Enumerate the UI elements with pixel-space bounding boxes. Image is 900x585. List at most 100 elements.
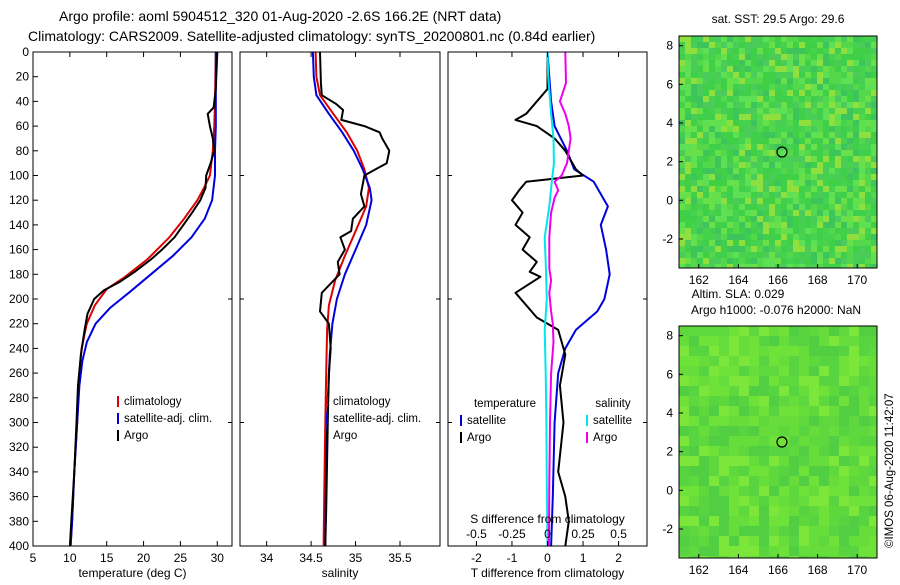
map-cell xyxy=(749,536,759,546)
map-cell xyxy=(775,54,781,60)
map-cell xyxy=(865,162,871,168)
map-cell xyxy=(799,60,805,66)
map-cell xyxy=(703,228,709,234)
map-cell xyxy=(769,396,779,406)
map-cell xyxy=(817,216,823,222)
map-cell xyxy=(709,356,719,366)
map-cell xyxy=(769,234,775,240)
map-cell xyxy=(793,234,799,240)
map-cell xyxy=(799,426,809,436)
map-cell xyxy=(809,476,819,486)
map-cell xyxy=(689,536,699,546)
map-cell xyxy=(809,526,819,536)
map-cell xyxy=(729,496,739,506)
map-cell xyxy=(721,72,727,78)
map-cell xyxy=(739,36,745,42)
map-cell xyxy=(697,240,703,246)
map-cell xyxy=(871,126,877,132)
map-cell xyxy=(811,180,817,186)
map-cell xyxy=(703,216,709,222)
map-cell xyxy=(709,84,715,90)
map-cell xyxy=(757,150,763,156)
map-cell xyxy=(823,120,829,126)
map-cell xyxy=(835,42,841,48)
map-cell xyxy=(679,264,685,268)
map-cell xyxy=(715,120,721,126)
map-cell xyxy=(727,120,733,126)
map-cell xyxy=(805,72,811,78)
map-cell xyxy=(839,486,849,496)
map-cell xyxy=(859,138,865,144)
map-cell xyxy=(799,526,809,536)
map-cell xyxy=(799,48,805,54)
map-cell xyxy=(703,144,709,150)
map-cell xyxy=(789,506,799,516)
map-cell xyxy=(691,144,697,150)
x-tick-label: 5 xyxy=(30,551,37,565)
map-cell xyxy=(685,258,691,264)
map-cell xyxy=(793,84,799,90)
map-cell xyxy=(859,416,869,426)
map-cell xyxy=(829,228,835,234)
map-cell xyxy=(829,90,835,96)
map-cell xyxy=(865,210,871,216)
map-cell xyxy=(759,466,769,476)
map-cell xyxy=(733,264,739,268)
map-cell xyxy=(757,264,763,268)
map-cell xyxy=(799,456,809,466)
map-cell xyxy=(865,180,871,186)
map-cell xyxy=(745,252,751,258)
map-cell xyxy=(859,36,865,42)
map-cell xyxy=(703,156,709,162)
map-cell xyxy=(817,228,823,234)
map-cell xyxy=(739,252,745,258)
map-cell xyxy=(733,246,739,252)
map-cell xyxy=(817,240,823,246)
map-cell xyxy=(751,54,757,60)
map-cell xyxy=(823,72,829,78)
map-cell xyxy=(799,246,805,252)
map-cell xyxy=(817,120,823,126)
map-cell xyxy=(763,228,769,234)
map-cell xyxy=(757,162,763,168)
map-cell xyxy=(745,42,751,48)
map-cell xyxy=(823,150,829,156)
map-cell xyxy=(787,150,793,156)
map-cell xyxy=(829,174,835,180)
map-cell xyxy=(871,264,877,268)
map-cell xyxy=(757,108,763,114)
map-cell xyxy=(715,126,721,132)
imos-watermark: ©IMOS 06-Aug-2020 11:42:07 xyxy=(884,393,896,548)
map-cell xyxy=(745,126,751,132)
map-cell xyxy=(769,162,775,168)
map-cell xyxy=(733,156,739,162)
map-cell xyxy=(739,246,745,252)
map-cell xyxy=(739,456,749,466)
map-cell xyxy=(763,258,769,264)
map-cell xyxy=(871,252,877,258)
map-cell xyxy=(763,168,769,174)
map-cell xyxy=(709,216,715,222)
map-cell xyxy=(679,326,689,336)
map-cell xyxy=(739,90,745,96)
map-cell xyxy=(823,156,829,162)
map-cell xyxy=(835,132,841,138)
map-cell xyxy=(757,198,763,204)
map-cell xyxy=(709,246,715,252)
map-cell xyxy=(775,84,781,90)
legend-label-satellite: satellite-adj. clim. xyxy=(333,413,421,425)
map-cell xyxy=(685,240,691,246)
map-cell xyxy=(859,156,865,162)
map-cell xyxy=(685,156,691,162)
map-cell xyxy=(799,476,809,486)
map-cell xyxy=(721,126,727,132)
map-cell xyxy=(709,516,719,526)
map-cell xyxy=(679,376,689,386)
map-cell xyxy=(869,506,877,516)
map-cell xyxy=(719,326,729,336)
map-cell xyxy=(793,42,799,48)
map-cell xyxy=(799,240,805,246)
map-cell xyxy=(793,54,799,60)
map-cell xyxy=(811,216,817,222)
map-cell xyxy=(809,336,819,346)
